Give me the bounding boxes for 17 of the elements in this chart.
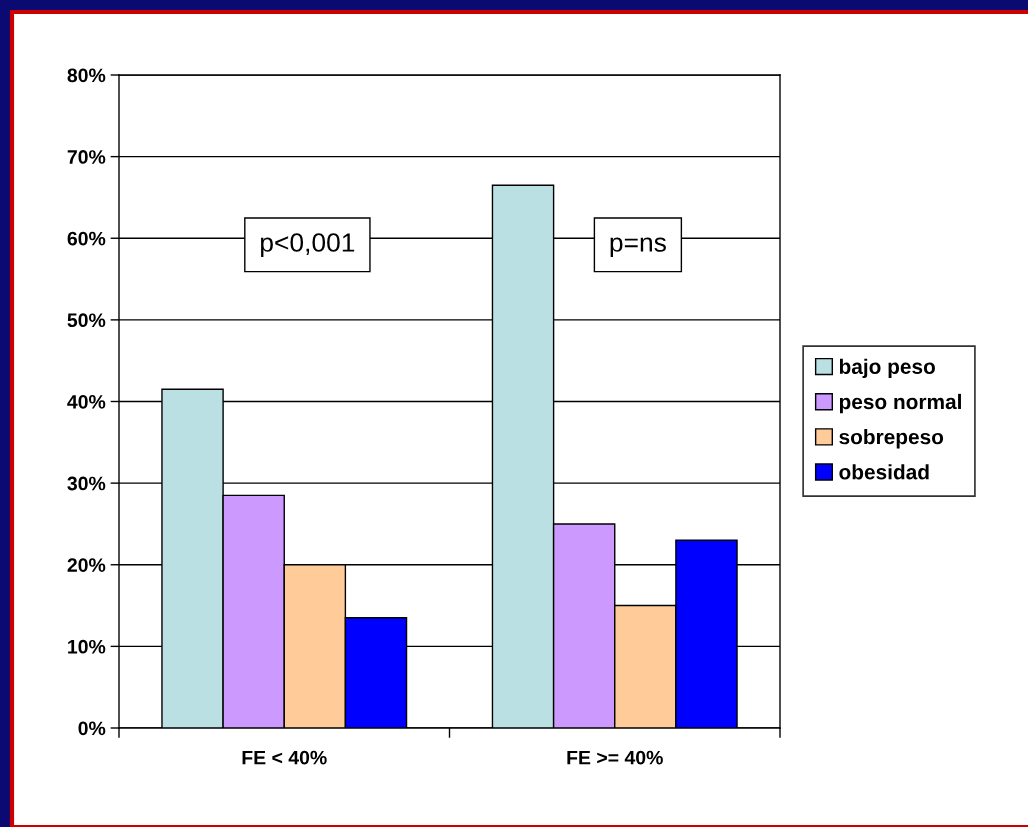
y-tick-label: 80% (67, 68, 106, 83)
y-tick-label: 60% (67, 231, 106, 246)
x-tick-label: FE < 40% (242, 750, 327, 765)
legend-label: peso normal (839, 393, 961, 414)
annotation: p<0,001 (261, 233, 355, 258)
legend-label: obesidad (839, 464, 929, 480)
legend-label: sobrepeso (839, 429, 944, 449)
y-tick-label: 20% (67, 558, 106, 572)
y-tick-label: 40% (67, 394, 106, 409)
y-tick-label: 50% (67, 313, 106, 328)
y-tick-label: 30% (67, 476, 106, 491)
annotation: p=ns (610, 237, 666, 258)
y-tick-label: 70% (67, 150, 106, 164)
y-tick-label: 10% (68, 639, 106, 654)
x-tick-label: FE >= 40% (567, 750, 663, 765)
y-tick-label: 0% (78, 721, 106, 736)
legend-label: bajo peso (839, 358, 935, 379)
